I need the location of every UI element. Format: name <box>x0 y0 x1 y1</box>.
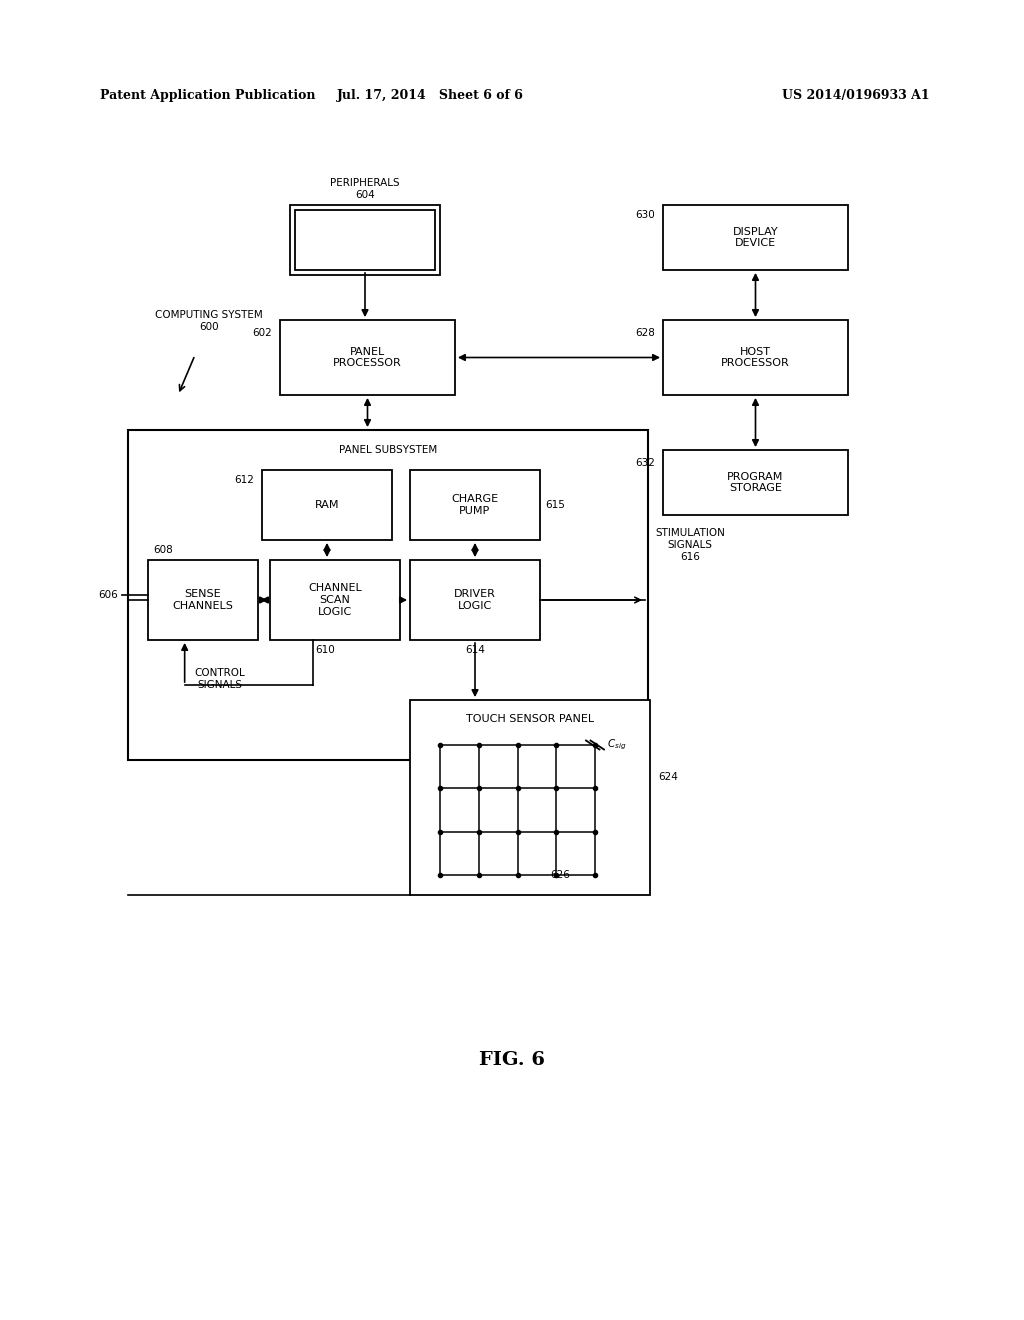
Text: TOUCH SENSOR PANEL: TOUCH SENSOR PANEL <box>466 714 594 723</box>
Text: 606: 606 <box>98 590 118 601</box>
Text: RAM: RAM <box>314 500 339 510</box>
Text: 615: 615 <box>545 500 565 510</box>
Text: CHANNEL
SCAN
LOGIC: CHANNEL SCAN LOGIC <box>308 583 361 616</box>
Text: DRIVER
LOGIC: DRIVER LOGIC <box>454 589 496 611</box>
Bar <box>280 319 455 395</box>
Text: PANEL SUBSYSTEM: PANEL SUBSYSTEM <box>339 445 437 455</box>
Bar <box>128 430 648 760</box>
Text: PROGRAM
STORAGE: PROGRAM STORAGE <box>727 471 783 494</box>
Text: PANEL
PROCESSOR: PANEL PROCESSOR <box>333 347 401 368</box>
Text: 630: 630 <box>635 210 655 220</box>
Text: 608: 608 <box>153 545 173 554</box>
Text: COMPUTING SYSTEM
600: COMPUTING SYSTEM 600 <box>155 310 263 331</box>
Text: SENSE
CHANNELS: SENSE CHANNELS <box>173 589 233 611</box>
Text: Patent Application Publication: Patent Application Publication <box>100 88 315 102</box>
Text: 626: 626 <box>550 870 570 880</box>
Bar <box>262 470 392 540</box>
Text: 624: 624 <box>658 772 678 783</box>
Text: 614: 614 <box>465 645 485 655</box>
Bar <box>663 450 848 515</box>
Text: DISPLAY
DEVICE: DISPLAY DEVICE <box>733 227 778 248</box>
Bar <box>663 319 848 395</box>
Bar <box>410 700 650 895</box>
Bar <box>410 560 540 640</box>
Text: $C_{sig}$: $C_{sig}$ <box>607 738 627 752</box>
Text: FIG. 6: FIG. 6 <box>479 1051 545 1069</box>
Bar <box>410 470 540 540</box>
Text: CHARGE
PUMP: CHARGE PUMP <box>452 494 499 516</box>
Bar <box>295 210 435 271</box>
Text: Jul. 17, 2014   Sheet 6 of 6: Jul. 17, 2014 Sheet 6 of 6 <box>337 88 523 102</box>
Text: STIMULATION
SIGNALS
616: STIMULATION SIGNALS 616 <box>655 528 725 561</box>
Text: 610: 610 <box>315 645 335 655</box>
Text: 628: 628 <box>635 327 655 338</box>
Text: HOST
PROCESSOR: HOST PROCESSOR <box>721 347 790 368</box>
Bar <box>290 205 440 275</box>
Text: US 2014/0196933 A1: US 2014/0196933 A1 <box>782 88 930 102</box>
Text: PERIPHERALS
604: PERIPHERALS 604 <box>330 178 399 201</box>
Text: 602: 602 <box>252 327 272 338</box>
Text: 612: 612 <box>234 475 254 484</box>
Text: 632: 632 <box>635 458 655 469</box>
Bar <box>148 560 258 640</box>
Bar <box>270 560 400 640</box>
Text: CONTROL
SIGNALS: CONTROL SIGNALS <box>195 668 246 689</box>
Bar <box>663 205 848 271</box>
